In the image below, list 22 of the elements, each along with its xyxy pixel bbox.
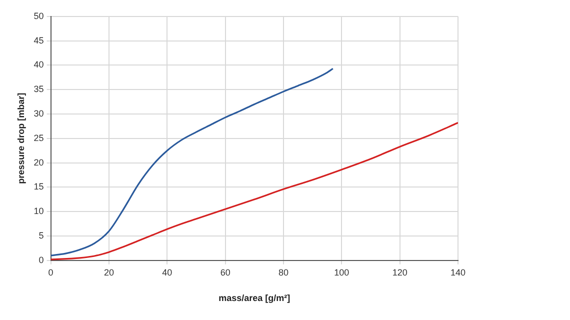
x-tick-label: 40 (162, 267, 172, 278)
x-tick-label: 120 (392, 267, 408, 278)
line-series (50, 68, 334, 256)
y-tick-label: 40 (34, 60, 44, 70)
y-tick-label: 20 (34, 157, 44, 168)
x-tick-label: 140 (450, 267, 466, 278)
x-tick-label: 20 (104, 267, 114, 278)
y-axis-title: pressure drop [mbar] (16, 92, 26, 184)
x-tick-label: 60 (220, 267, 230, 278)
y-tick-label: 35 (34, 84, 44, 94)
y-tick-label: 5 (38, 230, 44, 240)
y-tick-label: 10 (34, 206, 44, 216)
x-tick-label: 100 (334, 267, 350, 278)
y-tick-label: 25 (34, 132, 44, 143)
y-tick-label: 45 (34, 35, 44, 46)
y-tick-label: 0 (38, 254, 44, 265)
y-tick-label: 15 (34, 182, 44, 192)
x-axis-title: mass/area [g/m²] (218, 293, 290, 304)
y-tick-label: 50 (34, 10, 44, 21)
y-tick-label: 30 (34, 108, 44, 118)
x-tick-label: 0 (48, 267, 54, 278)
x-tick-label: 80 (278, 267, 288, 278)
